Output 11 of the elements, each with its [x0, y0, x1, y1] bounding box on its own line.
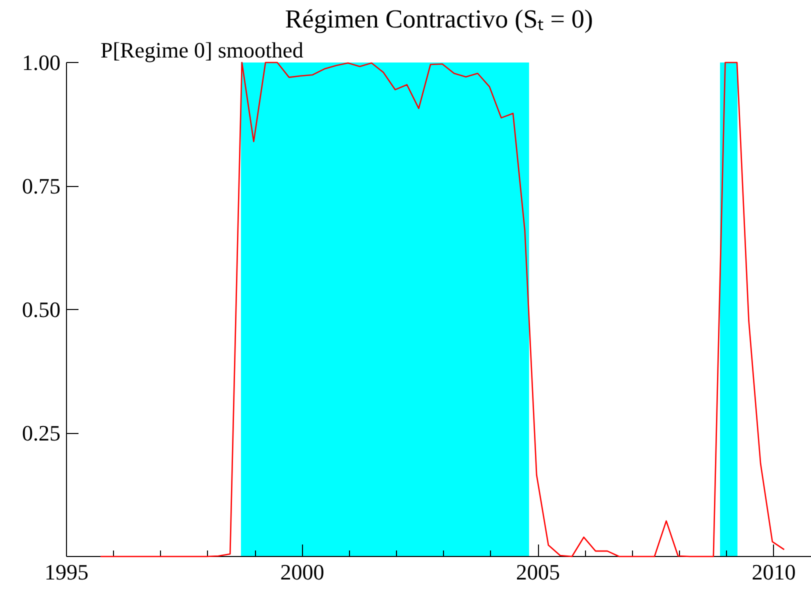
- line-series: [100, 62, 785, 558]
- y-tick-label: 1.00: [22, 50, 60, 75]
- y-tick-label: 0.25: [22, 420, 60, 446]
- x-tick-label: 1995: [44, 560, 88, 584]
- y-tick-label: 0.75: [22, 174, 60, 198]
- x-tick-label: 2005: [516, 560, 560, 584]
- x-tick-label: 2000: [280, 560, 324, 584]
- x-tick-label: 2010: [752, 560, 796, 584]
- series-label: P[Regime 0] smoothed: [100, 38, 304, 62]
- y-tick-label: 0.50: [22, 297, 60, 322]
- chart-title: Régimen Contractivo (Sₜ = 0): [284, 4, 594, 34]
